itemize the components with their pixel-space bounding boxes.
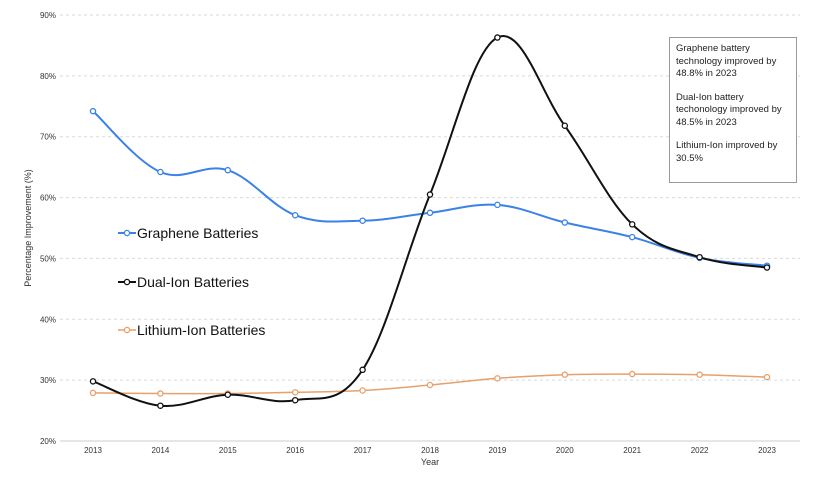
y-tick-label: 80% xyxy=(40,72,56,81)
data-point-graphene xyxy=(89,107,97,115)
data-point-dual-ion xyxy=(763,264,771,271)
x-tick-label: 2021 xyxy=(623,446,641,455)
y-tick-label: 20% xyxy=(40,437,56,446)
data-point-graphene xyxy=(426,209,434,217)
annotation-dual-ion: Dual-Ion battery techonology improved by… xyxy=(676,91,782,128)
data-point-graphene xyxy=(628,233,636,241)
data-point-graphene xyxy=(359,217,366,224)
data-point-lithium-ion xyxy=(157,390,164,397)
x-tick-label: 2022 xyxy=(691,446,709,455)
legend-label-graphene: Graphene Batteries xyxy=(137,225,258,241)
annotation-box: Graphene battery technology improved by … xyxy=(669,37,797,183)
data-point-graphene xyxy=(224,166,232,174)
x-tick-label: 2023 xyxy=(758,446,776,455)
legend-label-dual-ion: Dual-Ion Batteries xyxy=(137,274,249,290)
x-tick-label: 2020 xyxy=(556,446,574,455)
y-tick-label: 70% xyxy=(40,133,56,142)
legend-marker-lithium-ion xyxy=(123,326,131,334)
x-tick-label: 2013 xyxy=(84,446,102,455)
data-point-graphene xyxy=(157,168,164,176)
legend: Graphene Batteries Dual-Ion Batteries Lith… xyxy=(118,225,265,338)
data-point-dual-ion xyxy=(426,191,434,198)
y-tick-label: 40% xyxy=(40,315,56,324)
x-tick-label: 2016 xyxy=(286,446,304,455)
y-tick-label: 50% xyxy=(40,254,56,263)
data-point-lithium-ion xyxy=(426,381,434,389)
x-tick-label: 2018 xyxy=(421,446,439,455)
x-axis-title: Year xyxy=(421,457,439,467)
data-point-dual-ion xyxy=(224,391,232,398)
y-axis-title: Percentage Improvement (%) xyxy=(23,169,33,287)
data-point-lithium-ion xyxy=(494,375,501,382)
data-point-graphene xyxy=(561,219,569,226)
data-point-lithium-ion xyxy=(763,373,771,381)
annotation-graphene: Graphene battery technology improved by … xyxy=(676,43,777,79)
data-point-dual-ion xyxy=(157,402,164,409)
annotation-lithium-ion: Lithium-Ion improved by 30.5% xyxy=(676,140,778,164)
series-lines xyxy=(92,35,768,407)
data-point-graphene xyxy=(494,201,501,209)
legend-label-lithium-ion: Lithium-Ion Batteries xyxy=(137,322,265,338)
x-tick-label: 2014 xyxy=(152,446,170,455)
data-point-lithium-ion xyxy=(359,387,366,394)
data-point-dual-ion xyxy=(89,378,97,385)
x-axis-ticks: 2013 2014 2015 2016 2017 2018 2019 2020 2021 2022… xyxy=(84,446,776,455)
data-point-lithium-ion xyxy=(561,371,569,378)
x-tick-label: 2017 xyxy=(354,446,372,455)
data-point-graphene xyxy=(291,211,299,219)
series-line-graphene xyxy=(92,110,768,267)
y-tick-label: 30% xyxy=(40,376,56,385)
data-point-dual-ion xyxy=(359,366,366,374)
legend-marker-dual-ion xyxy=(123,278,131,286)
data-point-dual-ion xyxy=(628,221,636,228)
x-tick-label: 2019 xyxy=(489,446,507,455)
data-point-lithium-ion xyxy=(696,371,703,378)
data-point-dual-ion xyxy=(561,122,569,130)
series-line-dual-ion xyxy=(92,35,768,407)
data-point-dual-ion xyxy=(494,34,501,41)
legend-marker-graphene xyxy=(123,229,131,237)
y-axis-ticks: 20% 30% 40% 50% 60% 70% 80% 90% xyxy=(40,11,56,446)
data-point-dual-ion xyxy=(696,253,703,261)
data-point-dual-ion xyxy=(291,396,299,404)
y-tick-label: 90% xyxy=(40,11,56,20)
series-points xyxy=(89,34,771,409)
y-tick-label: 60% xyxy=(40,194,56,203)
data-point-lithium-ion xyxy=(628,370,636,378)
x-tick-label: 2015 xyxy=(219,446,237,455)
data-point-lithium-ion xyxy=(291,389,299,396)
data-point-lithium-ion xyxy=(89,389,97,397)
